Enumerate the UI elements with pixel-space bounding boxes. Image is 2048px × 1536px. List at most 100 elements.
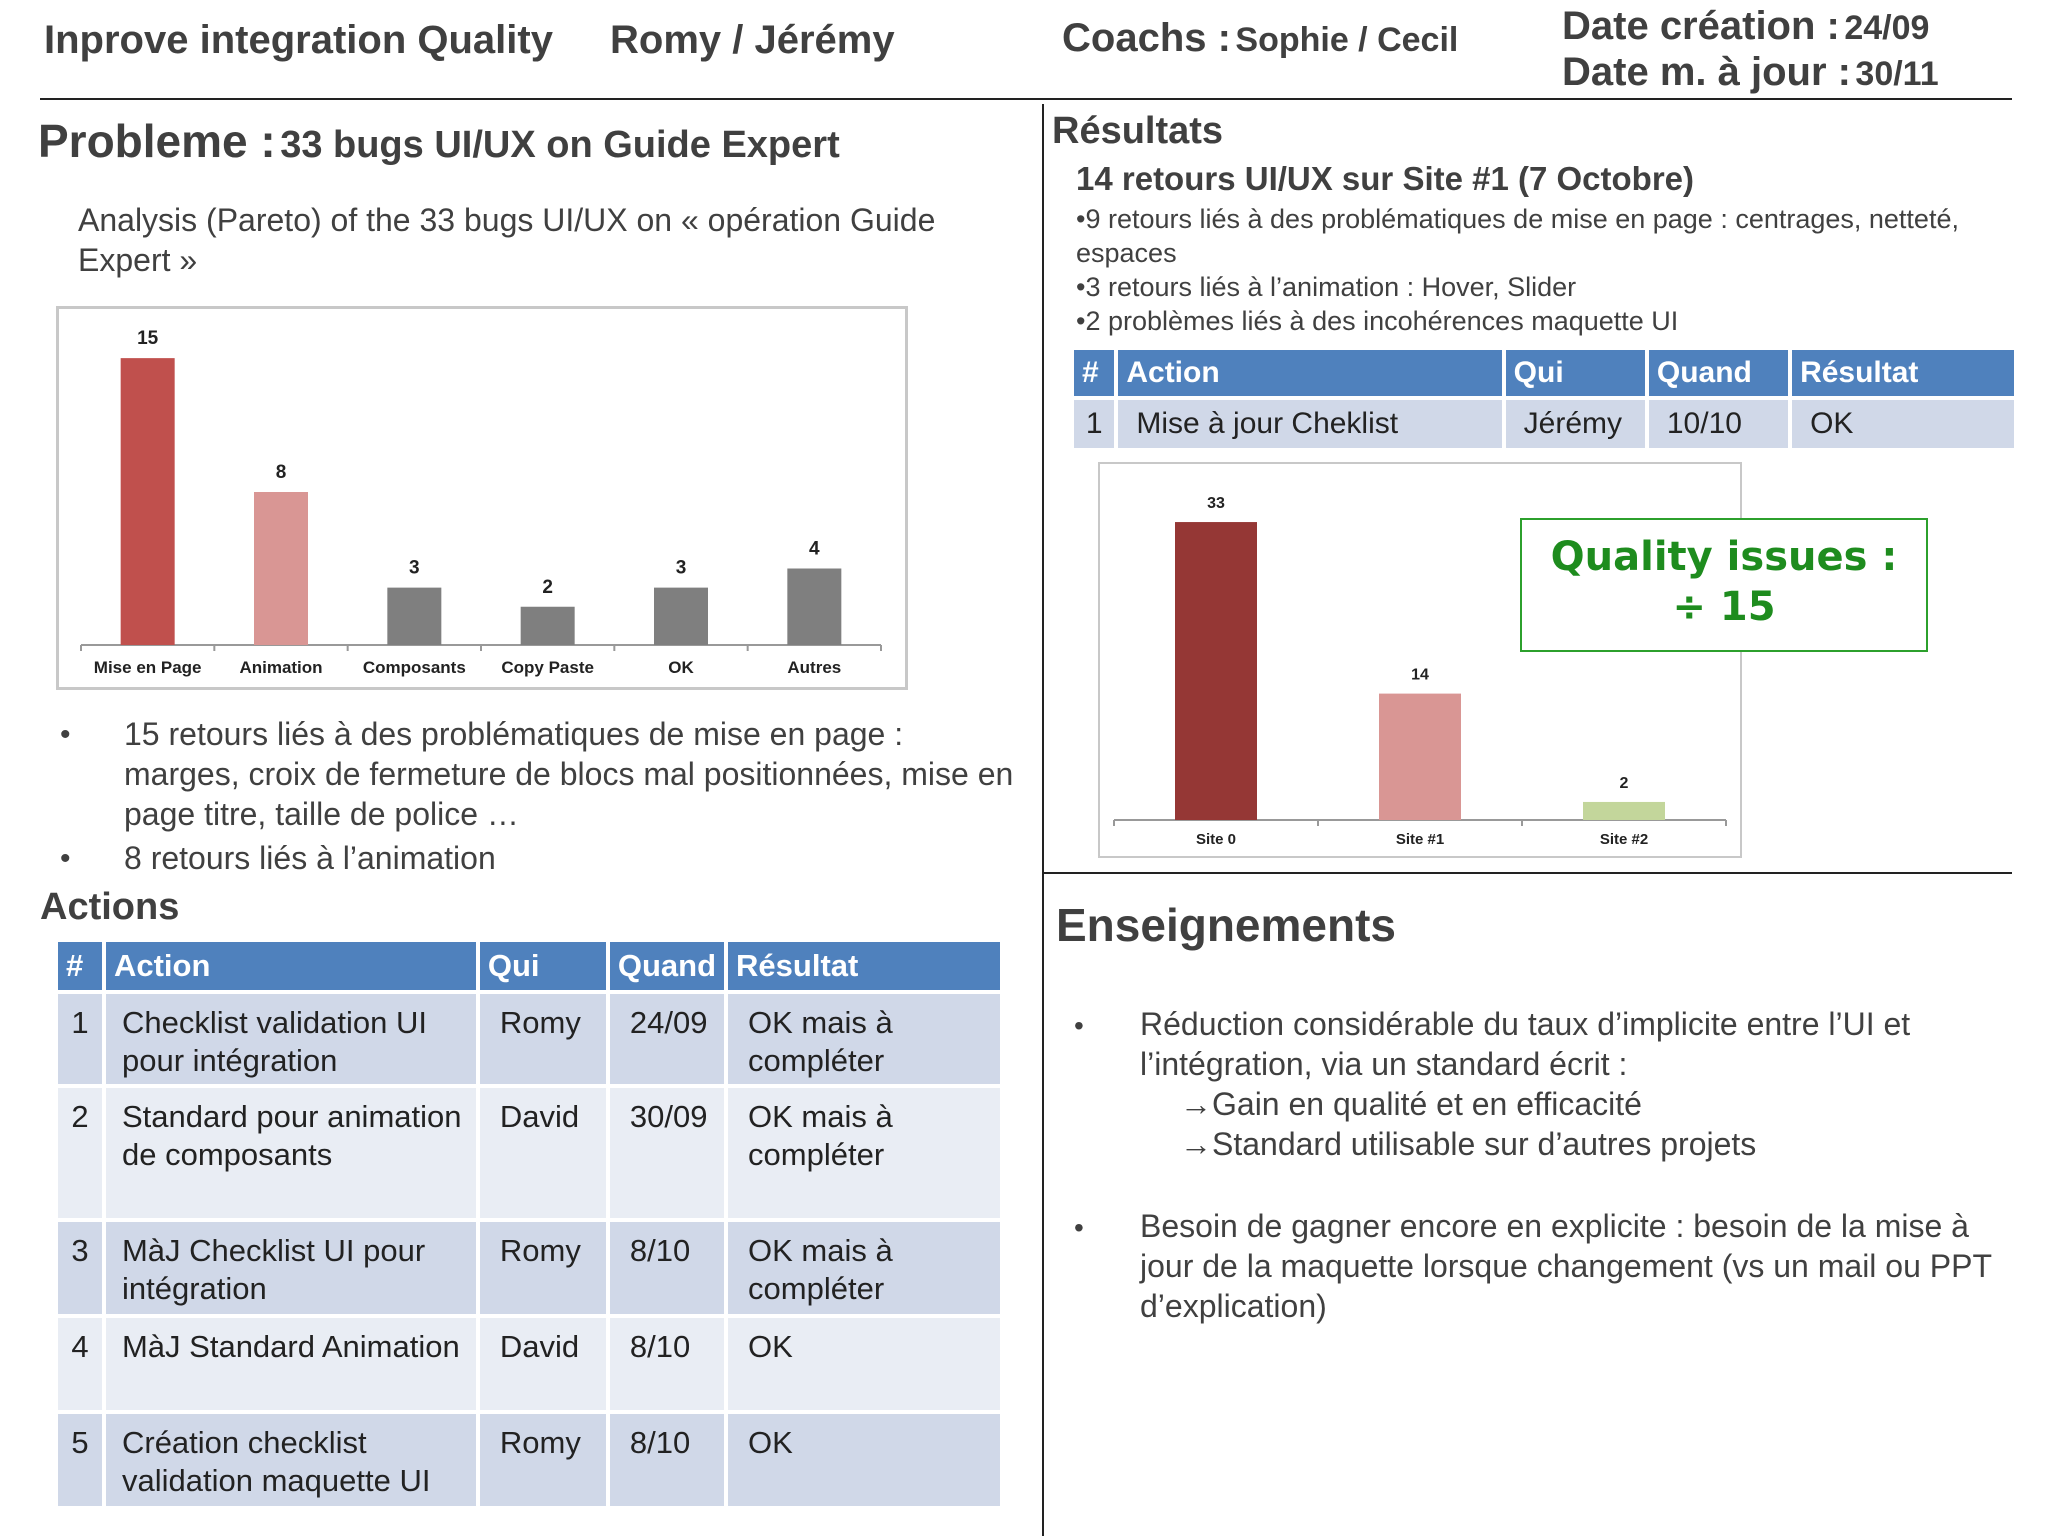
bar-copy-paste [520,606,575,645]
x-tick-label: Animation [239,658,322,677]
table-row: 2 Standard pour animation de composants … [58,1088,1000,1218]
enseignements-bullet-1: Réduction considérable du taux d’implici… [1140,1004,2010,1164]
cell-qui: Romy [479,1222,606,1314]
header-date-creation: Date création : 24/09 [1562,4,1930,48]
cell-resultat: OK [728,1414,1000,1506]
actions-table: # Action Qui Quand Résultat 1 Checklist … [54,938,1004,1510]
col-header-quand: Quand [1648,350,1789,396]
cell-resultat: OK [1792,400,2014,448]
enseignements-arrow-2: →Standard utilisable sur d’autres projet… [1180,1126,1757,1162]
cell-number: 5 [58,1414,102,1506]
col-header-quand: Quand [609,942,725,990]
bar-animation [254,492,308,645]
x-tick-label: Autres [787,658,841,677]
sites-chart-svg: 33 Site 0 14 Site #1 2 Site #2 [1113,495,1727,848]
bar-data-label: 3 [409,558,420,579]
resultats-table-header: # Action Qui Quand Résultat [1074,350,2014,396]
bar-site-1 [1379,693,1461,820]
cell-number: 2 [58,1088,102,1218]
right-divider [1044,872,2012,874]
bar-site-2 [1583,801,1665,820]
col-header-number: # [58,942,102,990]
bullet-dot: • [60,842,71,875]
table-row: 5 Création checklist validation maquette… [58,1414,1000,1506]
resultats-bullet-2: •3 retours liés à l’animation : Hover, S… [1076,272,1577,302]
cell-action: Standard pour animation de composants [105,1088,476,1218]
bar-site-0 [1175,522,1257,820]
bar-data-label: 8 [276,462,287,483]
resultats-bullet-1: •9 retours liés à des problématiques de … [1076,204,1959,268]
x-tick-label: Mise en Page [94,658,202,677]
bar-data-label: 33 [1207,495,1225,512]
bullet-dot: • [1074,1212,1084,1243]
pareto-chart: 15 Mise en Page 8 Animation 3 Composants 2 Copy… [56,306,908,690]
header-divider [40,98,2012,100]
arrow-icon: → [1180,1086,1212,1122]
bar-data-label: 2 [1620,775,1629,792]
cell-quand: 8/10 [609,1318,725,1410]
cell-quand: 30/09 [609,1088,725,1218]
table-row: 1 Mise à jour Cheklist Jérémy 10/10 OK [1074,400,2014,448]
header-coachs: Coachs : Sophie / Cecil [1062,16,1459,60]
bar-autres [787,568,842,645]
x-tick-label: Site 0 [1196,831,1236,848]
resultats-bullet-3: •2 problèmes liés à des incohérences maq… [1076,306,1679,336]
x-tick-label: Site #1 [1396,831,1444,848]
probleme-bullet-1: 15 retours liés à des problématiques de … [124,716,1014,832]
col-header-action: Action [1118,350,1502,396]
table-row: 3 MàJ Checklist UI pour intégration Romy… [58,1222,1000,1314]
col-header-qui: Qui [1505,350,1645,396]
probleme-heading: Probleme : 33 bugs UI/UX on Guide Expert [38,115,840,167]
cell-qui: Romy [479,1414,606,1506]
x-tick-label: Site #2 [1600,831,1648,848]
vertical-divider [1042,104,1044,1536]
resultats-heading: Résultats [1052,110,1224,152]
cell-action: Mise à jour Cheklist [1118,400,1502,448]
bar-data-label: 15 [137,328,159,349]
actions-heading: Actions [40,886,180,928]
pareto-chart-svg: 15 Mise en Page 8 Animation 3 Composants 2 Copy… [80,328,882,677]
cell-quand: 24/09 [609,994,725,1084]
cell-action: Checklist validation UI pour intégration [105,994,476,1084]
bar-data-label: 2 [542,577,553,598]
enseignements-arrow-1: →Gain en qualité et en efficacité [1180,1086,1642,1122]
enseignements-bullet-1-text: Réduction considérable du taux d’implici… [1140,1006,1911,1082]
x-tick-label: Composants [363,658,466,677]
cell-action: Création checklist validation maquette U… [105,1414,476,1506]
x-tick-label: Copy Paste [501,658,594,677]
cell-quand: 10/10 [1648,400,1789,448]
col-header-number: # [1074,350,1115,396]
resultats-subtitle: 14 retours UI/UX sur Site #1 (7 Octobre) [1076,160,1695,197]
col-header-resultat: Résultat [1792,350,2014,396]
cell-resultat: OK mais à compléter [728,1222,1000,1314]
cell-qui: David [479,1088,606,1218]
bullet-dot: • [1074,1010,1084,1041]
table-row: 4 MàJ Standard Animation David 8/10 OK [58,1318,1000,1410]
actions-table-header: # Action Qui Quand Résultat [58,942,1000,990]
cell-resultat: OK mais à compléter [728,994,1000,1084]
cell-number: 1 [58,994,102,1084]
bar-data-label: 4 [809,539,820,560]
cell-quand: 8/10 [609,1222,725,1314]
resultats-table: # Action Qui Quand Résultat 1 Mise à jou… [1070,346,2018,452]
col-header-qui: Qui [479,942,606,990]
resultats-bullets: •9 retours liés à des problématiques de … [1076,202,1976,338]
bar-data-label: 14 [1411,667,1429,684]
bar-ok [654,587,708,645]
cell-qui: Jérémy [1505,400,1645,448]
bar-composants [387,587,442,645]
bar-data-label: 3 [676,558,687,579]
bullet-dot: • [60,718,71,751]
cell-number: 4 [58,1318,102,1410]
header-title: Inprove integration Quality [44,18,553,62]
enseignements-bullet-2: Besoin de gagner encore en explicite : b… [1140,1208,1992,1324]
header-team: Romy / Jérémy [610,18,895,62]
x-tick-label: OK [668,658,694,677]
cell-quand: 8/10 [609,1414,725,1506]
cell-action: MàJ Checklist UI pour intégration [105,1222,476,1314]
enseignements-heading: Enseignements [1056,899,1396,951]
cell-action: MàJ Standard Animation [105,1318,476,1410]
cell-qui: Romy [479,994,606,1084]
col-header-resultat: Résultat [728,942,1000,990]
cell-resultat: OK [728,1318,1000,1410]
